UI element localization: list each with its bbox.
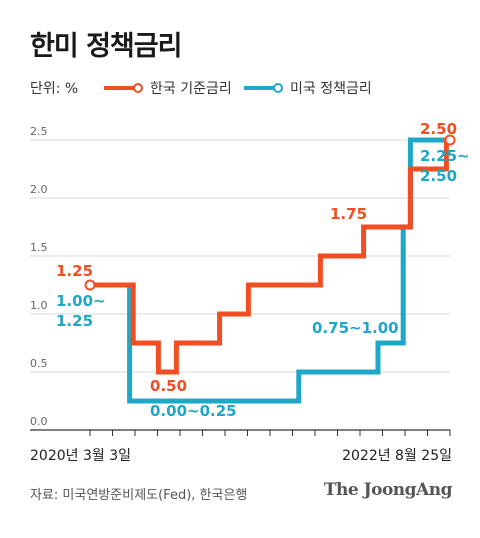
data-label: 1.00~	[56, 292, 106, 310]
end-marker	[444, 134, 456, 146]
y-tick-label: 1.0	[30, 299, 48, 312]
legend-label-korea: 한국 기준금리	[150, 81, 232, 97]
series-line-korea	[90, 137, 450, 375]
unit-label: 단위: %	[30, 81, 79, 97]
legend-label-us: 미국 정책금리	[290, 81, 372, 97]
brand-logo: The JoongAng	[323, 480, 453, 500]
legend-swatch-us	[244, 83, 283, 93]
y-tick-label: 0.5	[30, 357, 48, 370]
data-label: 2.25~	[420, 147, 470, 165]
y-tick-label: 2.5	[30, 125, 48, 138]
start-marker	[84, 279, 96, 291]
y-tick-label: 2.0	[30, 183, 48, 196]
data-label: 1.75	[330, 205, 367, 223]
legend-swatch-korea	[104, 83, 143, 93]
data-label: 0.75~1.00	[312, 319, 399, 337]
y-tick-label: 0.0	[30, 415, 48, 428]
x-label-start: 2020년 3월 3일	[30, 448, 131, 464]
y-tick-label: 1.5	[30, 241, 48, 254]
data-label: 2.50	[420, 167, 457, 185]
data-label: 1.25	[56, 262, 93, 280]
x-label-end: 2022년 8월 25일	[342, 448, 452, 464]
data-label: 0.00~0.25	[150, 402, 237, 420]
chart-title: 한미 정책금리	[30, 31, 182, 62]
data-label: 2.50	[420, 120, 457, 138]
source-note: 자료: 미국연방준비제도(Fed), 한국은행	[30, 488, 248, 503]
series-line-us	[90, 137, 450, 404]
data-label: 0.50	[150, 377, 187, 395]
data-label: 1.25	[56, 312, 93, 330]
